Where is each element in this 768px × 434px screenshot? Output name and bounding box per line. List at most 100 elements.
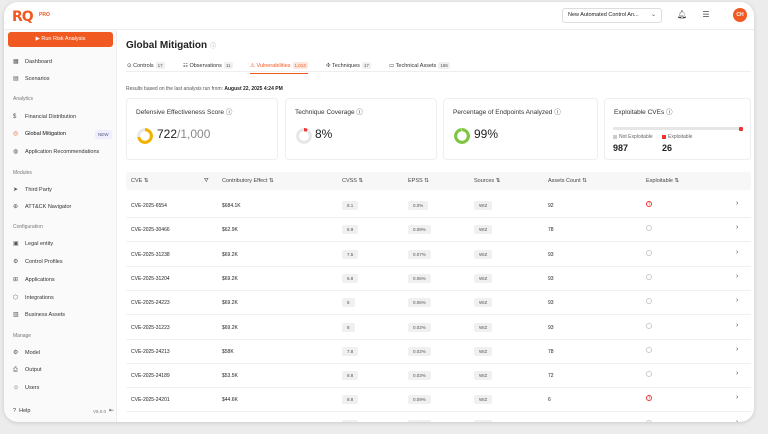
column-header-sources[interactable]: Sources ⇅ — [474, 178, 501, 184]
column-header-contributory-effect[interactable]: Contributory Effect ⇅ — [222, 178, 274, 184]
cvss-pill: 8.1 — [342, 201, 359, 210]
sidebar-item-applications[interactable]: ⊞ Applications — [13, 277, 55, 283]
section-configuration: Configuration — [13, 224, 43, 230]
chevron-right-icon[interactable]: › — [736, 272, 739, 280]
sidebar: ▶ Run Risk Analysis ▦ Dashboard ▤ Scenario… — [4, 30, 117, 422]
analysis-name: New Automated Control An... — [568, 12, 639, 18]
chevron-right-icon[interactable]: › — [736, 224, 739, 232]
cve-cell: CVE-2025-31204 — [131, 275, 170, 282]
tab-vulnerabilities[interactable]: ⚠ Vulnerabilities 1,013 — [250, 62, 308, 74]
table-row[interactable]: CVE-2025-31238 $69.2K 7.5 0.07% WIZ 93 › — [126, 243, 751, 267]
effectiveness-value: 722/1,000 — [157, 127, 211, 141]
epss-pill: 0.03% — [408, 371, 431, 381]
vulnerabilities-tab-icon: ⚠ — [250, 63, 255, 69]
column-header-exploitable[interactable]: Exploitable ⇅ — [646, 178, 680, 184]
cvss-pill: 7.8 — [342, 346, 359, 356]
column-header-epss[interactable]: EPSS ⇅ — [408, 178, 429, 184]
sidebar-item-legal-entity[interactable]: ▣ Legal entity — [13, 241, 54, 247]
tab-observations[interactable]: ☷ Observations 11 — [183, 62, 233, 69]
table-row[interactable]: CVE-2025-24201 $44.6K 8.8 0.09% WIZ 6 › — [126, 388, 751, 413]
table-row[interactable]: CVE-2025-31204 $69.2K 6.8 0.06% WIZ 93 › — [126, 267, 751, 291]
chevron-right-icon[interactable]: › — [736, 297, 739, 305]
help-link[interactable]: ? Help — [13, 408, 31, 414]
cve-cell: CVE-2025-24201 — [131, 397, 170, 404]
sidebar-item-dashboard[interactable]: ▦ Dashboard — [13, 59, 52, 65]
avatar[interactable]: CH — [733, 8, 747, 22]
tab-controls[interactable]: ⊙ Controls 17 — [127, 62, 165, 69]
new-badge: NEW — [95, 130, 112, 139]
column-header-cvss[interactable]: CVSS ⇅ — [342, 178, 364, 184]
recommendation-icon: ◍ — [13, 149, 19, 155]
epss-pill: 0.06% — [408, 298, 431, 308]
table-row[interactable]: CVE-2025-31223 $69.2K 8 0.02% WIZ 93 › — [126, 316, 751, 340]
analysis-selector[interactable]: New Automated Control An... ⌄ — [562, 8, 662, 23]
tab-techniques[interactable]: ✣ Techniques 17 — [326, 62, 371, 69]
chevron-right-icon[interactable]: › — [736, 394, 739, 402]
app-logo[interactable]: RQ — [12, 9, 34, 25]
tabs: ⊙ Controls 17 ☷ Observations 11 ⚠ Vulnerab… — [126, 60, 751, 74]
chevron-right-icon[interactable]: › — [736, 370, 739, 378]
table-row[interactable]: CVE-2025-24189 $53.5K 8.8 0.03% WIZ 72 › — [126, 364, 751, 389]
sidebar-item-attack-navigator[interactable]: ⊕ ATT&CK Navigator — [13, 204, 72, 210]
bell-icon[interactable]: 🔔︎ — [677, 10, 688, 19]
settings-icon[interactable]: ☰ — [702, 10, 710, 19]
sidebar-item-control-profiles[interactable]: ⚙ Control Profiles — [13, 259, 63, 265]
card-title-effectiveness: Defensive Effectiveness Score ⓘ — [136, 109, 233, 116]
not-exploitable-icon — [646, 346, 652, 353]
epss-pill: 0.09% — [408, 395, 431, 405]
column-header-cve[interactable]: CVE ⇅ — [131, 178, 149, 184]
sidebar-item-global-mitigation[interactable]: ◎ Global Mitigation NEW — [13, 129, 113, 139]
navigator-icon: ⊕ — [13, 204, 19, 210]
contributory-effect-cell: $69.2K — [222, 251, 238, 258]
contributory-effect-cell: $684.1K — [222, 203, 241, 209]
table-row[interactable]: CVE-2025-24223 $69.2K 8 0.06% WIZ 93 › — [126, 291, 751, 316]
cvss-pill: 8.8 — [342, 371, 359, 381]
globe-icon: ◎ — [13, 131, 19, 137]
chevron-right-icon[interactable]: › — [736, 321, 739, 329]
collapse-sidebar-icon[interactable]: ⇤ — [109, 408, 115, 414]
sort-icon: ⇅ — [268, 178, 274, 184]
control-icon: ⚙ — [13, 259, 19, 265]
cvss-pill: 6.8 — [342, 273, 359, 283]
legend-exploitable: Exploitable — [662, 134, 692, 140]
section-analytics: Analytics — [13, 96, 34, 102]
run-risk-analysis-button[interactable]: ▶ Run Risk Analysis — [8, 32, 113, 47]
cve-cell: CVE-2025-30466 — [131, 227, 170, 234]
sidebar-item-scenarios[interactable]: ▤ Scenarios — [13, 76, 50, 82]
sidebar-item-model[interactable]: ⚙ Model — [13, 350, 40, 356]
sidebar-item-integrations[interactable]: ⬡ Integrations — [13, 295, 54, 301]
chevron-right-icon[interactable]: › — [736, 345, 739, 353]
table-row[interactable]: CVE-2025-30466 $62.9K 6.9 0.09% WIZ 78 › — [126, 218, 751, 243]
contributory-effect-cell: $69.2K — [222, 275, 238, 282]
info-icon[interactable]: ⓘ — [210, 44, 217, 50]
users-icon: ☺ — [13, 385, 20, 391]
chevron-right-icon[interactable]: › — [736, 248, 739, 256]
sidebar-item-output[interactable]: ⎙ Output — [13, 367, 42, 373]
cve-cell: CVE-2025-6554 — [131, 203, 167, 209]
table-row[interactable]: CVE-2025-6554 $684.1K 8.1 0.0% WIZ 92 › — [126, 194, 751, 218]
exploitable-bar — [613, 126, 743, 131]
card-technique-coverage: Technique Coverage ⓘ 8% — [285, 98, 437, 160]
column-header-assets-count[interactable]: Assets Count ⇅ — [548, 178, 587, 184]
sidebar-item-financial-distribution[interactable]: $ Financial Distribution — [13, 114, 77, 120]
not-exploitable-icon — [646, 419, 652, 422]
table-row[interactable]: CVE-2025-24213 $58K 7.8 0.02% WIZ 78 › — [126, 340, 751, 364]
sidebar-item-application-recommendations[interactable]: ◍ Application Recommendations — [13, 149, 100, 155]
page-title: Global Mitigation ⓘ — [126, 40, 217, 51]
source-pill: WIZ — [474, 395, 493, 405]
sidebar-item-third-party[interactable]: ➤ Third Party — [13, 187, 52, 193]
technique-ring — [296, 128, 312, 144]
sort-icon: ⇅ — [358, 178, 364, 184]
cve-cell: CVE-2025-24223 — [131, 300, 170, 307]
epss-pill: 0.06% — [408, 273, 431, 283]
dashboard-icon: ▦ — [13, 59, 19, 65]
sidebar-item-business-assets[interactable]: ▥ Business Assets — [13, 312, 66, 318]
chevron-right-icon[interactable]: › — [736, 200, 739, 207]
tab-technical-assets[interactable]: ▭ Technical Assets 186 — [389, 62, 450, 69]
filter-icon[interactable]: ⛛ — [204, 178, 209, 184]
top-bar: RQ PRO New Automated Control An... ⌄ 🔔︎ … — [4, 2, 754, 30]
not-exploitable-count: 987 — [613, 143, 629, 153]
sidebar-item-users[interactable]: ☺ Users — [13, 385, 40, 391]
chevron-right-icon[interactable]: › — [736, 419, 738, 422]
